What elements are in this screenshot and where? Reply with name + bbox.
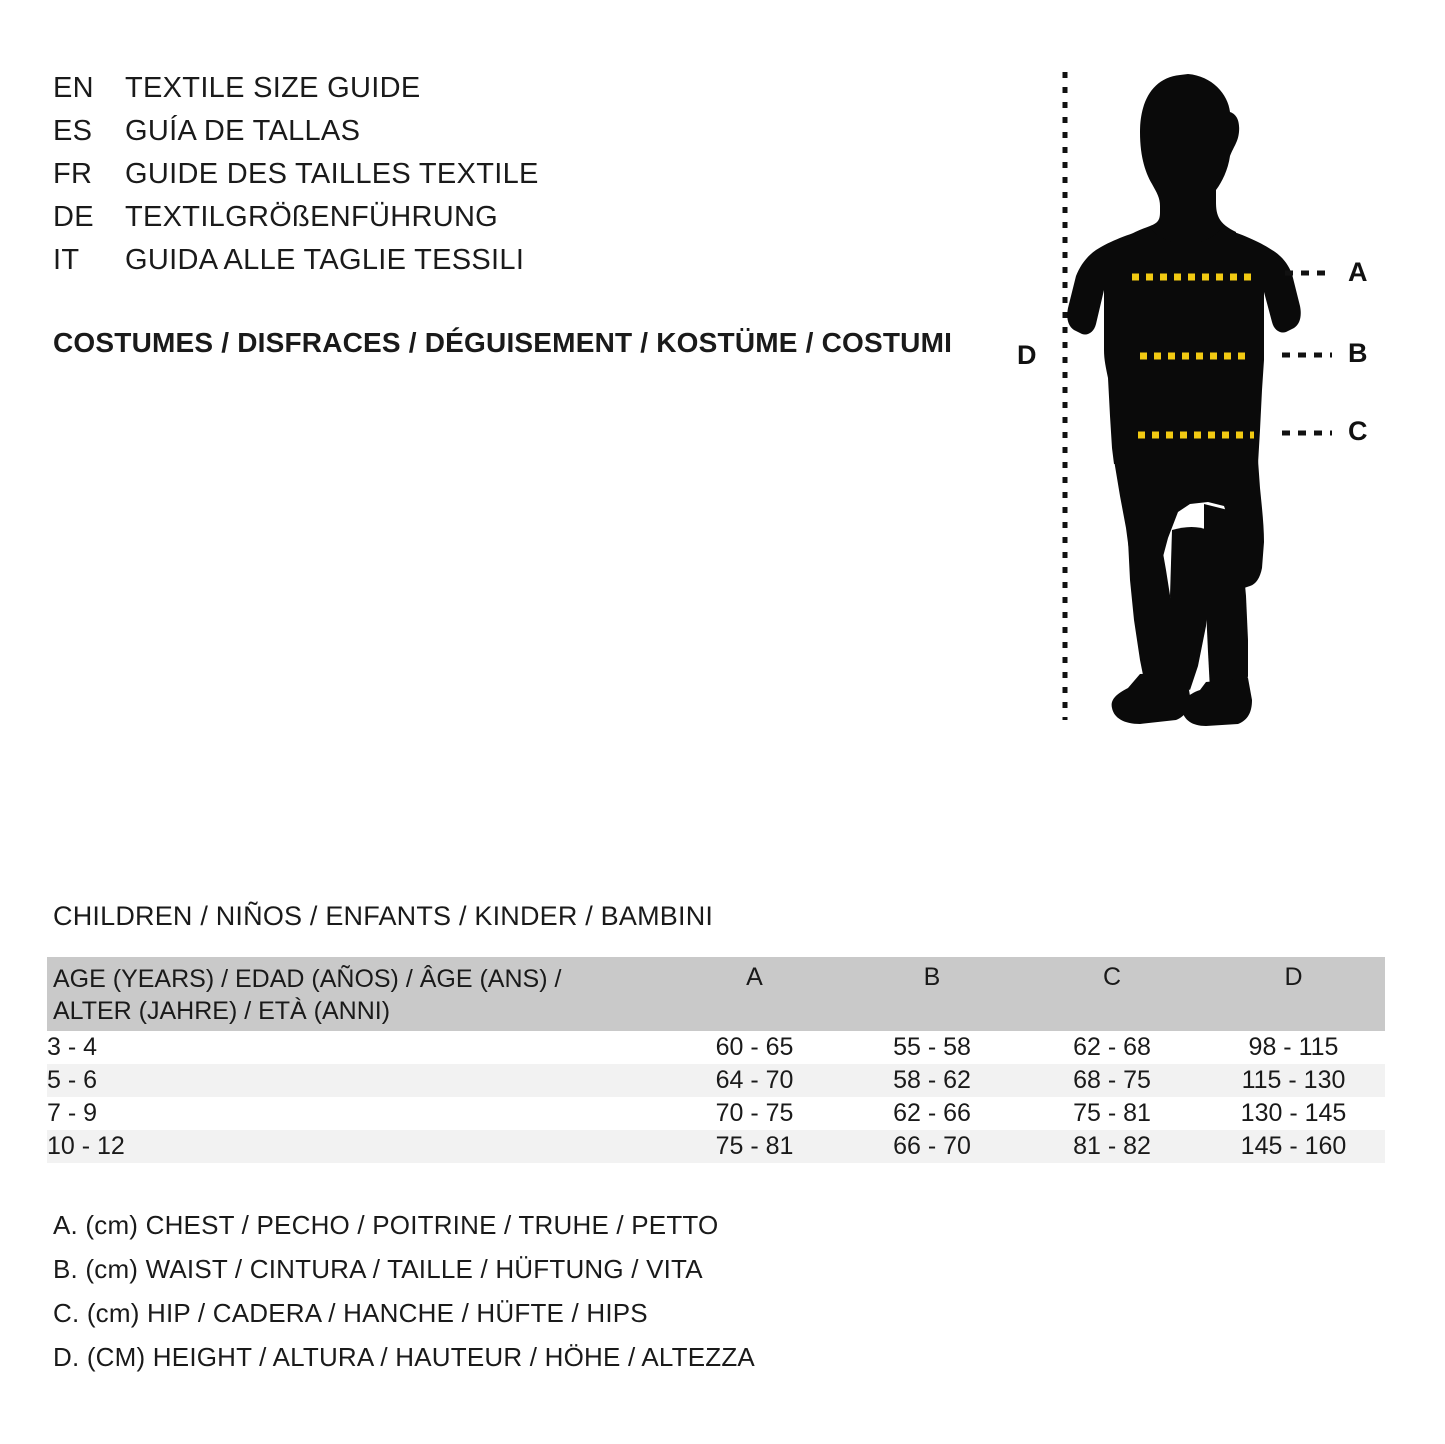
language-code-it: IT	[53, 244, 80, 276]
language-row-es: ES GUÍA DE TALLAS	[53, 115, 953, 158]
legend-row-b: B. (cm) WAIST / CINTURA / TAILLE / HÜFTU…	[53, 1254, 703, 1284]
column-header-a: A	[667, 957, 842, 1031]
table-header: AGE (YEARS) / EDAD (AÑOS) / ÂGE (ANS) / …	[47, 957, 1385, 1031]
language-code-fr: FR	[53, 158, 93, 190]
cell-age: 7 - 9	[47, 1097, 667, 1130]
language-text-en: TEXTILE SIZE GUIDE	[125, 72, 421, 104]
cell-hip: 62 - 68	[1022, 1031, 1202, 1064]
cell-hip: 68 - 75	[1022, 1064, 1202, 1097]
cell-age: 5 - 6	[47, 1064, 667, 1097]
language-text-es: GUÍA DE TALLAS	[125, 115, 361, 147]
language-text-fr: GUIDE DES TAILLES TEXTILE	[125, 158, 539, 190]
cell-hip: 75 - 81	[1022, 1097, 1202, 1130]
language-row-de: DE TEXTILGRÖßENFÜHRUNG	[53, 201, 953, 244]
cell-height: 115 - 130	[1202, 1064, 1385, 1097]
table-header-row: AGE (YEARS) / EDAD (AÑOS) / ÂGE (ANS) / …	[47, 957, 1385, 1031]
section-heading-children: CHILDREN / NIÑOS / ENFANTS / KINDER / BA…	[53, 901, 714, 931]
column-header-d: D	[1202, 957, 1385, 1031]
size-table: AGE (YEARS) / EDAD (AÑOS) / ÂGE (ANS) / …	[47, 957, 1385, 1163]
cell-height: 145 - 160	[1202, 1130, 1385, 1163]
cell-hip: 81 - 82	[1022, 1130, 1202, 1163]
table-row: 7 - 9 70 - 75 62 - 66 75 - 81 130 - 145	[47, 1097, 1385, 1130]
dimension-label-b: B	[1348, 338, 1368, 368]
cell-chest: 75 - 81	[667, 1130, 842, 1163]
language-list: EN TEXTILE SIZE GUIDE ES GUÍA DE TALLAS …	[53, 72, 953, 287]
cell-age: 3 - 4	[47, 1031, 667, 1064]
table-row: 3 - 4 60 - 65 55 - 58 62 - 68 98 - 115	[47, 1031, 1385, 1064]
cell-waist: 62 - 66	[842, 1097, 1022, 1130]
cell-age: 10 - 12	[47, 1130, 667, 1163]
column-header-age: AGE (YEARS) / EDAD (AÑOS) / ÂGE (ANS) / …	[47, 957, 667, 1031]
cell-height: 98 - 115	[1202, 1031, 1385, 1064]
child-silhouette-icon	[1062, 72, 1332, 726]
language-row-it: IT GUIDA ALLE TAGLIE TESSILI	[53, 244, 953, 287]
dimension-label-c: C	[1348, 416, 1368, 446]
column-header-c: C	[1022, 957, 1202, 1031]
silhouette-body	[1067, 74, 1301, 726]
dimension-label-d: D	[1017, 340, 1037, 370]
cell-chest: 64 - 70	[667, 1064, 842, 1097]
language-code-de: DE	[53, 201, 94, 233]
column-header-b: B	[842, 957, 1022, 1031]
measurement-diagram: D A B C	[1000, 60, 1420, 740]
legend-row-a: A. (cm) CHEST / PECHO / POITRINE / TRUHE…	[53, 1210, 719, 1240]
legend-row-c: C. (cm) HIP / CADERA / HANCHE / HÜFTE / …	[53, 1298, 648, 1328]
language-code-es: ES	[53, 115, 93, 147]
table-row: 10 - 12 75 - 81 66 - 70 81 - 82 145 - 16…	[47, 1130, 1385, 1163]
cell-waist: 58 - 62	[842, 1064, 1022, 1097]
legend-row-d: D. (CM) HEIGHT / ALTURA / HAUTEUR / HÖHE…	[53, 1342, 755, 1372]
cell-height: 130 - 145	[1202, 1097, 1385, 1130]
language-row-en: EN TEXTILE SIZE GUIDE	[53, 72, 953, 115]
language-text-it: GUIDA ALLE TAGLIE TESSILI	[125, 244, 525, 276]
category-title: COSTUMES / DISFRACES / DÉGUISEMENT / KOS…	[53, 327, 953, 358]
measurement-legend: A. (cm) CHEST / PECHO / POITRINE / TRUHE…	[53, 1203, 755, 1379]
cell-waist: 55 - 58	[842, 1031, 1022, 1064]
table-body: 3 - 4 60 - 65 55 - 58 62 - 68 98 - 115 5…	[47, 1031, 1385, 1163]
dimension-label-a: A	[1348, 257, 1368, 287]
cell-chest: 60 - 65	[667, 1031, 842, 1064]
language-row-fr: FR GUIDE DES TAILLES TEXTILE	[53, 158, 953, 201]
table-row: 5 - 6 64 - 70 58 - 62 68 - 75 115 - 130	[47, 1064, 1385, 1097]
cell-chest: 70 - 75	[667, 1097, 842, 1130]
cell-waist: 66 - 70	[842, 1130, 1022, 1163]
language-text-de: TEXTILGRÖßENFÜHRUNG	[125, 201, 499, 233]
language-code-en: EN	[53, 72, 94, 104]
